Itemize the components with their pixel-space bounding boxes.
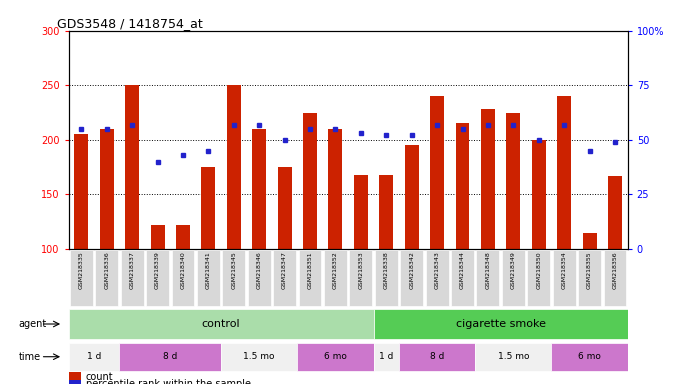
FancyBboxPatch shape (298, 250, 322, 306)
FancyBboxPatch shape (95, 250, 118, 306)
Text: GSM218336: GSM218336 (104, 251, 109, 289)
Text: GSM218347: GSM218347 (282, 251, 287, 289)
Bar (481, 109, 495, 249)
FancyBboxPatch shape (374, 309, 628, 339)
Text: 1.5 mo: 1.5 mo (497, 352, 529, 361)
Text: GSM218340: GSM218340 (180, 251, 185, 289)
Text: 6 mo: 6 mo (324, 352, 347, 361)
FancyBboxPatch shape (273, 250, 296, 306)
Text: GSM218356: GSM218356 (613, 251, 617, 289)
Bar (252, 129, 266, 249)
Text: GSM218339: GSM218339 (155, 251, 160, 289)
Text: GSM218351: GSM218351 (307, 251, 313, 289)
FancyBboxPatch shape (297, 343, 374, 371)
FancyBboxPatch shape (121, 250, 143, 306)
Text: GSM218350: GSM218350 (536, 251, 541, 289)
FancyBboxPatch shape (604, 250, 626, 306)
FancyBboxPatch shape (399, 343, 475, 371)
Text: GSM218341: GSM218341 (206, 251, 211, 289)
Bar (227, 85, 241, 249)
FancyBboxPatch shape (221, 343, 297, 371)
Text: GSM218335: GSM218335 (79, 251, 84, 289)
Bar (278, 167, 292, 249)
Text: agent: agent (19, 319, 47, 329)
Text: GSM218348: GSM218348 (486, 251, 490, 289)
Text: GDS3548 / 1418754_at: GDS3548 / 1418754_at (58, 17, 203, 30)
Bar (354, 175, 368, 249)
Text: 8 d: 8 d (430, 352, 445, 361)
Text: percentile rank within the sample: percentile rank within the sample (86, 379, 251, 384)
Text: cigarette smoke: cigarette smoke (456, 319, 545, 329)
FancyBboxPatch shape (552, 343, 628, 371)
FancyBboxPatch shape (578, 250, 601, 306)
Text: GSM218343: GSM218343 (435, 251, 440, 289)
Bar (557, 96, 571, 249)
Bar (405, 145, 418, 249)
Bar (150, 225, 165, 249)
Bar (125, 85, 139, 249)
Bar (582, 232, 597, 249)
Bar (379, 175, 393, 249)
FancyBboxPatch shape (119, 343, 221, 371)
Text: count: count (86, 372, 113, 382)
Text: GSM218353: GSM218353 (358, 251, 364, 289)
Text: GSM218344: GSM218344 (460, 251, 465, 289)
FancyBboxPatch shape (502, 250, 525, 306)
FancyBboxPatch shape (451, 250, 474, 306)
FancyBboxPatch shape (69, 343, 119, 371)
FancyBboxPatch shape (528, 250, 550, 306)
FancyBboxPatch shape (222, 250, 245, 306)
Text: 1.5 mo: 1.5 mo (244, 352, 275, 361)
FancyBboxPatch shape (324, 250, 347, 306)
Bar (430, 96, 444, 249)
FancyBboxPatch shape (349, 250, 372, 306)
Text: GSM218345: GSM218345 (231, 251, 236, 289)
Bar (303, 113, 317, 249)
FancyBboxPatch shape (425, 250, 449, 306)
FancyBboxPatch shape (69, 309, 374, 339)
Bar (202, 167, 215, 249)
Bar (329, 129, 342, 249)
Text: time: time (19, 352, 40, 362)
Text: GSM218342: GSM218342 (409, 251, 414, 289)
Bar (506, 113, 520, 249)
FancyBboxPatch shape (146, 250, 169, 306)
Text: 1 d: 1 d (87, 352, 102, 361)
FancyBboxPatch shape (477, 250, 499, 306)
Text: GSM218349: GSM218349 (511, 251, 516, 289)
Bar (74, 134, 88, 249)
Bar (608, 176, 622, 249)
Bar (456, 123, 469, 249)
Bar (532, 140, 546, 249)
Text: control: control (202, 319, 240, 329)
Text: GSM218337: GSM218337 (130, 251, 134, 289)
FancyBboxPatch shape (400, 250, 423, 306)
FancyBboxPatch shape (70, 250, 93, 306)
FancyBboxPatch shape (172, 250, 194, 306)
FancyBboxPatch shape (197, 250, 220, 306)
Text: 6 mo: 6 mo (578, 352, 601, 361)
Text: 8 d: 8 d (163, 352, 178, 361)
Text: GSM218352: GSM218352 (333, 251, 338, 289)
Text: GSM218346: GSM218346 (257, 251, 261, 289)
Text: 1 d: 1 d (379, 352, 394, 361)
Text: GSM218354: GSM218354 (562, 251, 567, 289)
FancyBboxPatch shape (374, 343, 399, 371)
Bar (176, 225, 190, 249)
FancyBboxPatch shape (248, 250, 271, 306)
Text: GSM218338: GSM218338 (383, 251, 389, 289)
FancyBboxPatch shape (553, 250, 576, 306)
FancyBboxPatch shape (475, 343, 552, 371)
Bar (99, 129, 114, 249)
Text: GSM218355: GSM218355 (587, 251, 592, 289)
FancyBboxPatch shape (375, 250, 398, 306)
